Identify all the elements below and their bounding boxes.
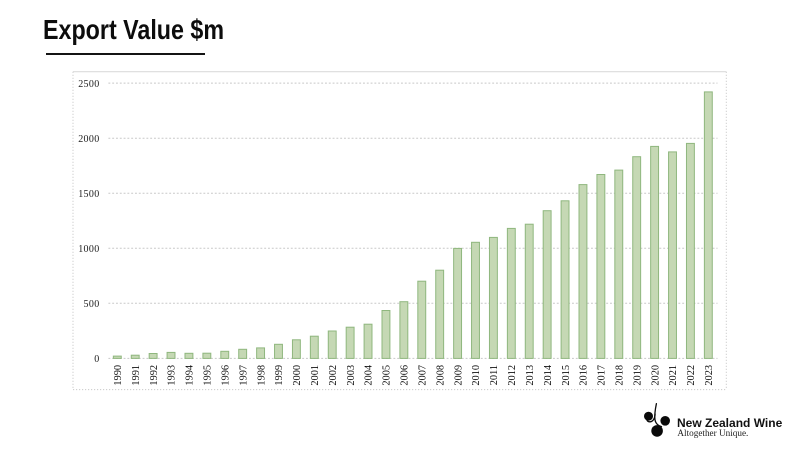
svg-text:2000: 2000 <box>78 134 99 145</box>
svg-text:2014: 2014 <box>543 364 554 386</box>
svg-text:2007: 2007 <box>417 365 428 386</box>
svg-text:2003: 2003 <box>346 365 357 386</box>
svg-text:2016: 2016 <box>579 365 590 386</box>
svg-text:2020: 2020 <box>650 365 661 386</box>
svg-text:1995: 1995 <box>203 365 214 386</box>
svg-text:Altogether Unique.: Altogether Unique. <box>677 428 748 438</box>
svg-text:2006: 2006 <box>400 365 411 386</box>
svg-text:2001: 2001 <box>310 365 321 386</box>
svg-text:0: 0 <box>94 354 99 365</box>
svg-text:1997: 1997 <box>238 365 249 386</box>
svg-text:2004: 2004 <box>364 364 375 386</box>
svg-text:New Zealand Wine: New Zealand Wine <box>677 416 783 430</box>
svg-text:1996: 1996 <box>220 365 231 386</box>
svg-text:1992: 1992 <box>149 365 160 386</box>
svg-text:2012: 2012 <box>507 365 518 386</box>
svg-text:2500: 2500 <box>78 79 99 90</box>
svg-text:2008: 2008 <box>435 365 446 386</box>
svg-text:1990: 1990 <box>113 365 124 386</box>
svg-text:2015: 2015 <box>561 365 572 386</box>
svg-text:500: 500 <box>84 299 100 310</box>
svg-text:2023: 2023 <box>704 365 715 386</box>
svg-text:1991: 1991 <box>131 365 142 386</box>
svg-text:2010: 2010 <box>471 365 482 386</box>
svg-text:2005: 2005 <box>382 365 393 386</box>
svg-text:1999: 1999 <box>274 365 285 386</box>
svg-text:2011: 2011 <box>489 365 500 385</box>
svg-text:1998: 1998 <box>256 365 267 386</box>
svg-text:2018: 2018 <box>614 365 625 386</box>
svg-text:1993: 1993 <box>167 365 178 386</box>
svg-text:2009: 2009 <box>453 365 464 386</box>
svg-text:2019: 2019 <box>632 365 643 386</box>
svg-text:2022: 2022 <box>686 365 697 386</box>
svg-text:2013: 2013 <box>525 365 536 386</box>
svg-text:2021: 2021 <box>668 365 679 386</box>
svg-text:2002: 2002 <box>328 365 339 386</box>
svg-text:1500: 1500 <box>78 189 99 200</box>
svg-text:1994: 1994 <box>185 364 196 386</box>
svg-text:2000: 2000 <box>292 365 303 386</box>
svg-text:2017: 2017 <box>597 365 608 386</box>
svg-text:1000: 1000 <box>78 244 99 255</box>
